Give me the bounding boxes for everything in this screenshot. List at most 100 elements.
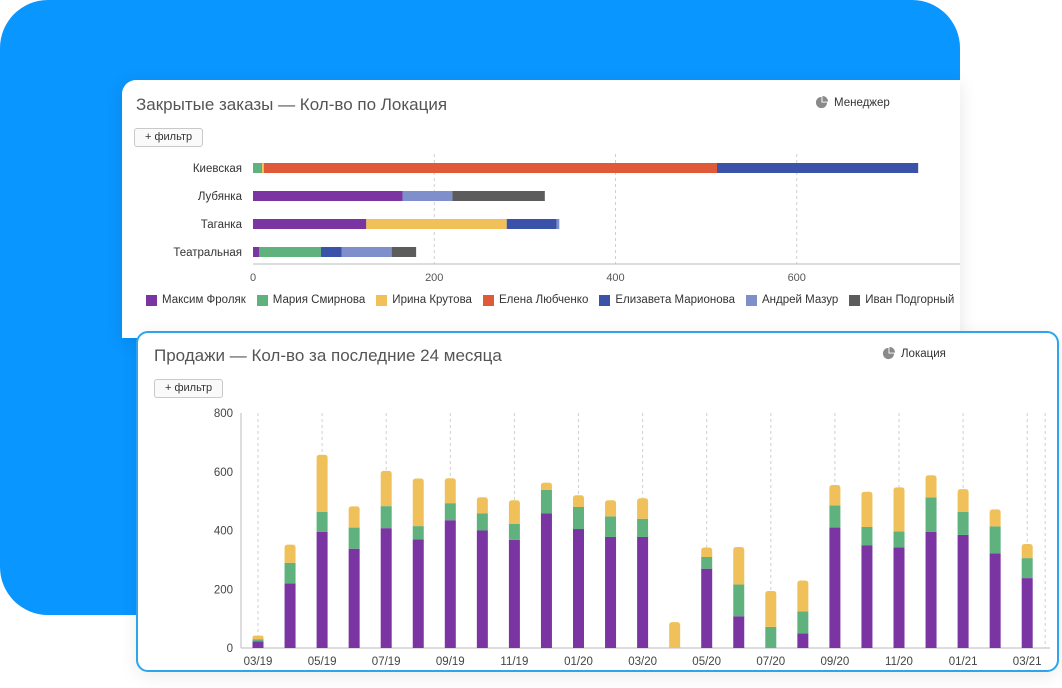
- bar-segment[interactable]: [444, 478, 456, 504]
- bar-segment[interactable]: [262, 163, 264, 173]
- bar-segment[interactable]: [412, 539, 424, 648]
- bar-segment[interactable]: [733, 616, 745, 648]
- bar-segment[interactable]: [253, 247, 260, 257]
- bar-segment[interactable]: [380, 528, 392, 648]
- legend-item[interactable]: Мария Смирнова: [256, 294, 365, 306]
- bar-segment[interactable]: [316, 511, 328, 532]
- bar-segment[interactable]: [829, 505, 841, 528]
- legend-item[interactable]: Елена Любченко: [482, 294, 588, 306]
- bar-segment[interactable]: [366, 219, 507, 229]
- bar-segment[interactable]: [957, 534, 969, 648]
- bar-segment[interactable]: [476, 530, 488, 649]
- bar-segment[interactable]: [284, 562, 296, 584]
- bar-segment[interactable]: [252, 635, 264, 640]
- bar-segment[interactable]: [765, 591, 777, 627]
- bar-segment[interactable]: [253, 191, 403, 201]
- bar-segment[interactable]: [402, 191, 453, 201]
- bar-segment[interactable]: [380, 470, 392, 507]
- bar-segment[interactable]: [348, 527, 360, 549]
- bar-segment[interactable]: [861, 526, 873, 546]
- bar-segment[interactable]: [861, 545, 873, 648]
- legend-item[interactable]: Максим Фроляк: [146, 294, 246, 306]
- bar-segment[interactable]: [1021, 558, 1033, 579]
- bar-segment[interactable]: [444, 520, 456, 648]
- bar-segment[interactable]: [605, 516, 617, 537]
- bar-segment[interactable]: [508, 523, 520, 540]
- legend-item[interactable]: Елизавета Марионова: [599, 294, 735, 306]
- bar-segment[interactable]: [925, 531, 937, 648]
- bar-segment[interactable]: [380, 506, 392, 529]
- bar-segment[interactable]: [316, 531, 328, 648]
- bar-segment[interactable]: [452, 191, 545, 201]
- bar-segment[interactable]: [556, 219, 560, 229]
- category-label: Таганка: [201, 219, 243, 231]
- bar-segment[interactable]: [316, 454, 328, 512]
- bar-segment[interactable]: [893, 487, 905, 532]
- bar-segment[interactable]: [701, 568, 713, 648]
- bar-segment[interactable]: [508, 500, 520, 524]
- bar-segment[interactable]: [540, 513, 552, 648]
- bar-segment[interactable]: [540, 489, 552, 514]
- bar-segment[interactable]: [637, 518, 649, 537]
- bar-segment[interactable]: [861, 491, 873, 527]
- bar-segment[interactable]: [893, 547, 905, 648]
- bar-segment[interactable]: [717, 163, 919, 173]
- bar-segment[interactable]: [444, 503, 456, 521]
- bar-segment[interactable]: [284, 544, 296, 563]
- bar-segment[interactable]: [391, 247, 417, 257]
- bar-segment[interactable]: [733, 546, 745, 585]
- bar-segment[interactable]: [637, 536, 649, 648]
- bar-segment[interactable]: [701, 556, 713, 569]
- bar-segment[interactable]: [476, 497, 488, 514]
- group-by-selector[interactable]: Локация: [882, 347, 946, 360]
- legend-item[interactable]: Иван Подгорный: [849, 294, 954, 306]
- add-filter-button[interactable]: + фильтр: [154, 379, 224, 398]
- bar-segment[interactable]: [252, 639, 264, 642]
- bar-segment[interactable]: [506, 219, 557, 229]
- bar-segment[interactable]: [829, 484, 841, 506]
- bar-segment[interactable]: [989, 526, 1001, 554]
- bar-segment[interactable]: [253, 219, 367, 229]
- bar-segment[interactable]: [341, 247, 392, 257]
- bar-segment[interactable]: [701, 547, 713, 557]
- bar-segment[interactable]: [957, 489, 969, 512]
- bar-segment[interactable]: [829, 527, 841, 648]
- bar-segment[interactable]: [765, 626, 777, 648]
- bar-segment[interactable]: [573, 507, 584, 530]
- bar-segment[interactable]: [320, 247, 342, 257]
- bar-segment[interactable]: [263, 163, 717, 173]
- legend-item[interactable]: Ирина Крутова: [376, 294, 472, 306]
- bar-segment[interactable]: [893, 531, 905, 548]
- bar-segment[interactable]: [989, 509, 1001, 527]
- bar-segment[interactable]: [605, 500, 617, 517]
- bar-segment[interactable]: [669, 622, 681, 648]
- bar-segment[interactable]: [253, 163, 263, 173]
- bar-segment[interactable]: [476, 513, 488, 531]
- group-by-selector[interactable]: Менеджер: [815, 96, 890, 109]
- bar-segment[interactable]: [797, 611, 809, 634]
- bar-segment[interactable]: [252, 641, 264, 648]
- bar-segment[interactable]: [733, 584, 745, 617]
- bar-segment[interactable]: [573, 495, 584, 507]
- bar-segment[interactable]: [925, 475, 937, 498]
- bar-segment[interactable]: [637, 498, 649, 519]
- bar-segment[interactable]: [957, 511, 969, 535]
- bar-segment[interactable]: [508, 539, 520, 648]
- bar-segment[interactable]: [348, 506, 360, 528]
- bar-segment[interactable]: [797, 580, 809, 612]
- bar-segment[interactable]: [540, 482, 552, 490]
- legend-item[interactable]: Андрей Мазур: [745, 294, 838, 306]
- bar-segment[interactable]: [925, 497, 937, 532]
- bar-segment[interactable]: [1021, 544, 1033, 559]
- bar-segment[interactable]: [605, 536, 617, 648]
- bar-segment[interactable]: [412, 478, 424, 527]
- bar-segment[interactable]: [989, 553, 1001, 648]
- bar-segment[interactable]: [348, 548, 360, 648]
- bar-segment[interactable]: [573, 529, 584, 648]
- add-filter-button[interactable]: + фильтр: [134, 128, 204, 147]
- bar-segment[interactable]: [412, 526, 424, 540]
- bar-segment[interactable]: [1021, 578, 1033, 648]
- bar-segment[interactable]: [284, 583, 296, 648]
- bar-segment[interactable]: [797, 633, 809, 648]
- bar-segment[interactable]: [259, 247, 321, 257]
